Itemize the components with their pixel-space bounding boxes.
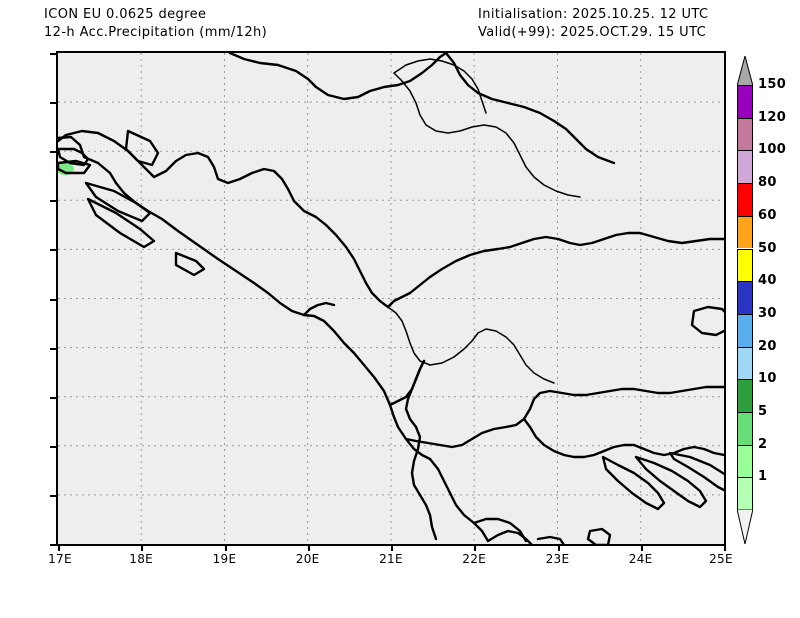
cb-label-120: 120 bbox=[758, 109, 787, 125]
cb-band-40-50 bbox=[737, 281, 753, 314]
ytick-42n bbox=[50, 249, 58, 252]
xlabel-22e: 22E bbox=[462, 552, 487, 566]
cb-label-60: 60 bbox=[758, 207, 777, 223]
cb-band-2-5 bbox=[737, 444, 753, 478]
header-right-block: Initialisation: 2025.10.25. 12 UTC Valid… bbox=[478, 6, 708, 42]
cb-band-20-30 bbox=[737, 346, 753, 380]
ytick-43n bbox=[50, 151, 58, 154]
map-plot-area: 44N 43.5N 43N 42.5N 42N 41.5N 41N 40.5N … bbox=[48, 51, 733, 566]
ytick-43.5n bbox=[50, 102, 58, 105]
cb-band-50-60 bbox=[737, 248, 753, 282]
xtick-20e bbox=[307, 544, 310, 551]
ytick-39.5n bbox=[50, 494, 58, 497]
cb-sep-50 bbox=[737, 248, 753, 250]
cb-label-10: 10 bbox=[758, 371, 777, 387]
xtick-25e bbox=[724, 544, 726, 551]
ytick-40n bbox=[50, 445, 58, 448]
cb-label-5: 5 bbox=[758, 404, 768, 419]
cb-sep-20 bbox=[737, 346, 753, 348]
cb-sep-120 bbox=[737, 117, 753, 119]
cb-band-60-80 bbox=[737, 215, 753, 249]
colorbar-over-arrow bbox=[736, 54, 754, 87]
cb-band-1-2 bbox=[737, 477, 753, 510]
cb-label-30: 30 bbox=[758, 305, 777, 321]
cb-label-50: 50 bbox=[758, 240, 777, 256]
xlabel-17e: 17E bbox=[48, 552, 72, 566]
cb-band-30-40 bbox=[737, 313, 753, 347]
cb-sep-10 bbox=[737, 379, 753, 381]
cb-sep-30 bbox=[737, 313, 753, 315]
cb-label-80: 80 bbox=[758, 175, 777, 191]
cb-label-40: 40 bbox=[758, 273, 777, 289]
xtick-24e bbox=[640, 544, 643, 551]
xlabel-25e: 25E bbox=[709, 552, 733, 566]
xlabel-24e: 24E bbox=[628, 552, 653, 566]
cb-sep-2 bbox=[737, 444, 753, 446]
xtick-22e bbox=[474, 544, 477, 551]
map-canvas bbox=[58, 53, 724, 544]
cb-label-2: 2 bbox=[758, 436, 768, 452]
cb-band-5-10 bbox=[737, 412, 753, 445]
colorbar-under-arrow bbox=[736, 508, 754, 545]
cb-band-80-100 bbox=[737, 183, 753, 216]
xtick-18e bbox=[141, 544, 144, 551]
cb-label-20: 20 bbox=[758, 338, 777, 354]
xlabel-21e: 21E bbox=[379, 552, 403, 566]
cb-band-150-plus bbox=[737, 85, 753, 118]
valid-time-text: Valid(+99): 2025.OCT.29. 15 UTC bbox=[478, 25, 707, 40]
cb-sep-5 bbox=[737, 412, 753, 413]
cb-sep-60 bbox=[737, 215, 753, 217]
cb-sep-1 bbox=[737, 477, 753, 479]
cb-band-120-150 bbox=[737, 117, 753, 151]
field-title: 12-h Acc.Precipitation (mm/12h) bbox=[44, 25, 268, 40]
xlabel-20e: 20E bbox=[295, 552, 320, 566]
gridlines bbox=[58, 53, 724, 544]
ytick-39n bbox=[50, 544, 58, 546]
xtick-19e bbox=[224, 544, 227, 551]
cb-sep-80 bbox=[737, 183, 753, 185]
xlabel-18e: 18E bbox=[129, 552, 154, 566]
cb-label-1: 1 bbox=[758, 469, 768, 485]
cb-sep-40 bbox=[737, 281, 753, 283]
ytick-42.5n bbox=[50, 200, 58, 203]
cb-band-100-120 bbox=[737, 150, 753, 184]
ytick-44n bbox=[50, 53, 58, 55]
xtick-21e bbox=[391, 544, 393, 551]
cb-sep-100 bbox=[737, 150, 753, 152]
cb-sep-150 bbox=[737, 85, 753, 86]
ytick-41.5n bbox=[50, 298, 58, 301]
colorbar[interactable]: 150 120 100 80 60 50 40 30 20 10 5 2 1 bbox=[737, 77, 786, 511]
cb-label-100: 100 bbox=[758, 142, 787, 158]
xlabel-23e: 23E bbox=[545, 552, 570, 566]
coastlines-and-borders bbox=[58, 53, 724, 544]
header-left-block: ICON EU 0.0625 degree 12-h Acc.Precipita… bbox=[44, 6, 267, 42]
model-title: ICON EU 0.0625 degree bbox=[44, 7, 207, 22]
cb-label-150: 150 bbox=[758, 77, 787, 92]
xlabel-19e: 19E bbox=[212, 552, 237, 566]
ytick-40.5n bbox=[50, 396, 58, 399]
ytick-41n bbox=[50, 347, 58, 350]
xtick-23e bbox=[557, 544, 560, 551]
xtick-17e bbox=[58, 544, 60, 551]
cb-band-10-20 bbox=[737, 379, 753, 412]
initialisation-text: Initialisation: 2025.10.25. 12 UTC bbox=[478, 7, 709, 22]
